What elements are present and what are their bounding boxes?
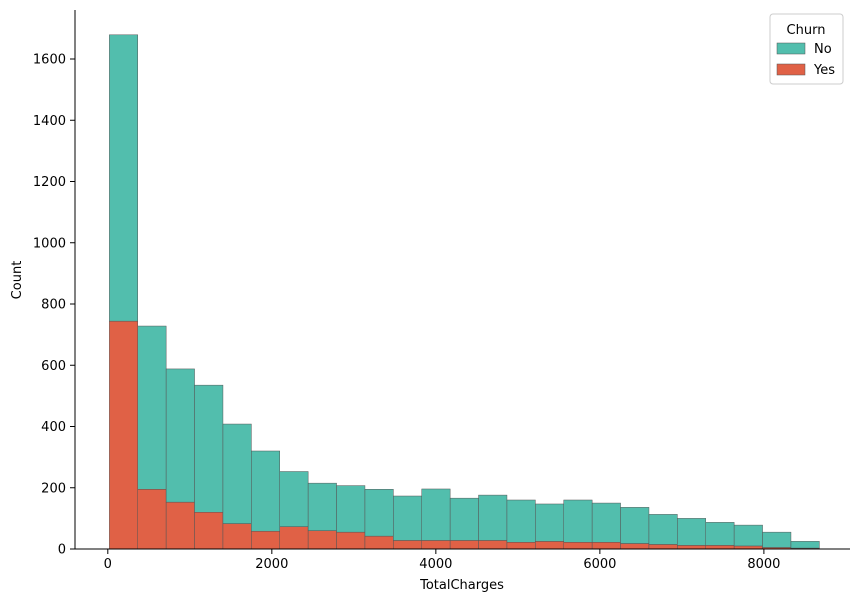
bar-no <box>165 368 195 503</box>
bar-yes <box>137 489 167 550</box>
bar-no <box>535 503 565 542</box>
bar-yes <box>421 540 451 550</box>
y-tick-label: 600 <box>41 359 66 374</box>
bar-no <box>194 384 224 513</box>
legend-label-yes: Yes <box>813 63 835 78</box>
bar-yes <box>109 320 138 550</box>
y-tick-label: 0 <box>58 543 66 558</box>
bar-no <box>478 494 508 541</box>
bar-yes <box>591 542 621 550</box>
bar-no <box>421 488 451 541</box>
bar-yes <box>620 543 650 550</box>
bar-no <box>506 499 536 543</box>
bar-yes <box>307 530 337 550</box>
bar-yes <box>222 523 252 550</box>
bar-yes <box>506 542 536 550</box>
y-tick-label: 400 <box>41 420 66 435</box>
bar-yes <box>478 540 508 550</box>
bar-no <box>222 423 252 524</box>
bar-yes <box>535 541 565 550</box>
bar-yes <box>194 512 224 550</box>
bar-no <box>591 502 621 543</box>
y-tick-label: 1000 <box>33 236 66 251</box>
x-axis-label: TotalCharges <box>419 578 504 593</box>
legend-swatch-no <box>776 42 806 55</box>
bar-yes <box>449 540 479 550</box>
legend-swatch-yes <box>776 63 806 76</box>
x-tick-label: 4000 <box>419 557 452 572</box>
legend: Churn No Yes <box>769 13 844 85</box>
bar-no <box>705 522 735 546</box>
bar-yes <box>563 542 593 550</box>
legend-items: No Yes <box>776 42 835 78</box>
bar-no <box>733 524 763 547</box>
bar-no <box>620 507 650 544</box>
bar-yes <box>677 545 707 550</box>
bar-no <box>137 325 167 490</box>
legend-title: Churn <box>787 23 826 38</box>
bar-no <box>336 485 366 533</box>
bar-no <box>307 482 337 531</box>
bar-yes <box>393 540 422 550</box>
bar-yes <box>705 545 735 550</box>
legend-label-no: No <box>814 42 832 57</box>
bar-no <box>251 450 280 532</box>
bar-no <box>648 514 678 545</box>
x-tick-label: 6000 <box>583 557 616 572</box>
y-tick-label: 1400 <box>33 114 66 129</box>
bar-no <box>790 541 820 549</box>
bar-yes <box>364 535 394 550</box>
ticks-layer: 0 2000 4000 6000 8000 0 200 400 600 800 1000 1200 14… <box>33 53 781 573</box>
bar-no <box>563 499 593 543</box>
bar-no <box>393 495 422 541</box>
x-tick-label: 2000 <box>255 557 288 572</box>
bar-yes <box>251 530 280 550</box>
y-tick-label: 1600 <box>33 53 66 68</box>
bar-yes <box>336 531 366 550</box>
bars-layer <box>109 34 820 550</box>
bar-no <box>677 518 707 546</box>
bar-yes <box>648 544 678 550</box>
bar-no <box>364 489 394 537</box>
x-tick-label: 0 <box>104 557 112 572</box>
bar-no <box>449 497 479 541</box>
y-tick-label: 1200 <box>33 175 66 190</box>
bar-yes <box>279 526 309 550</box>
y-tick-label: 200 <box>41 481 66 496</box>
x-tick-label: 8000 <box>747 557 780 572</box>
y-tick-label: 800 <box>41 298 66 313</box>
bar-yes <box>165 501 195 550</box>
bar-no <box>279 471 309 527</box>
y-axis-label: Count <box>10 261 25 300</box>
bar-no <box>762 531 792 548</box>
bar-no <box>109 34 138 322</box>
